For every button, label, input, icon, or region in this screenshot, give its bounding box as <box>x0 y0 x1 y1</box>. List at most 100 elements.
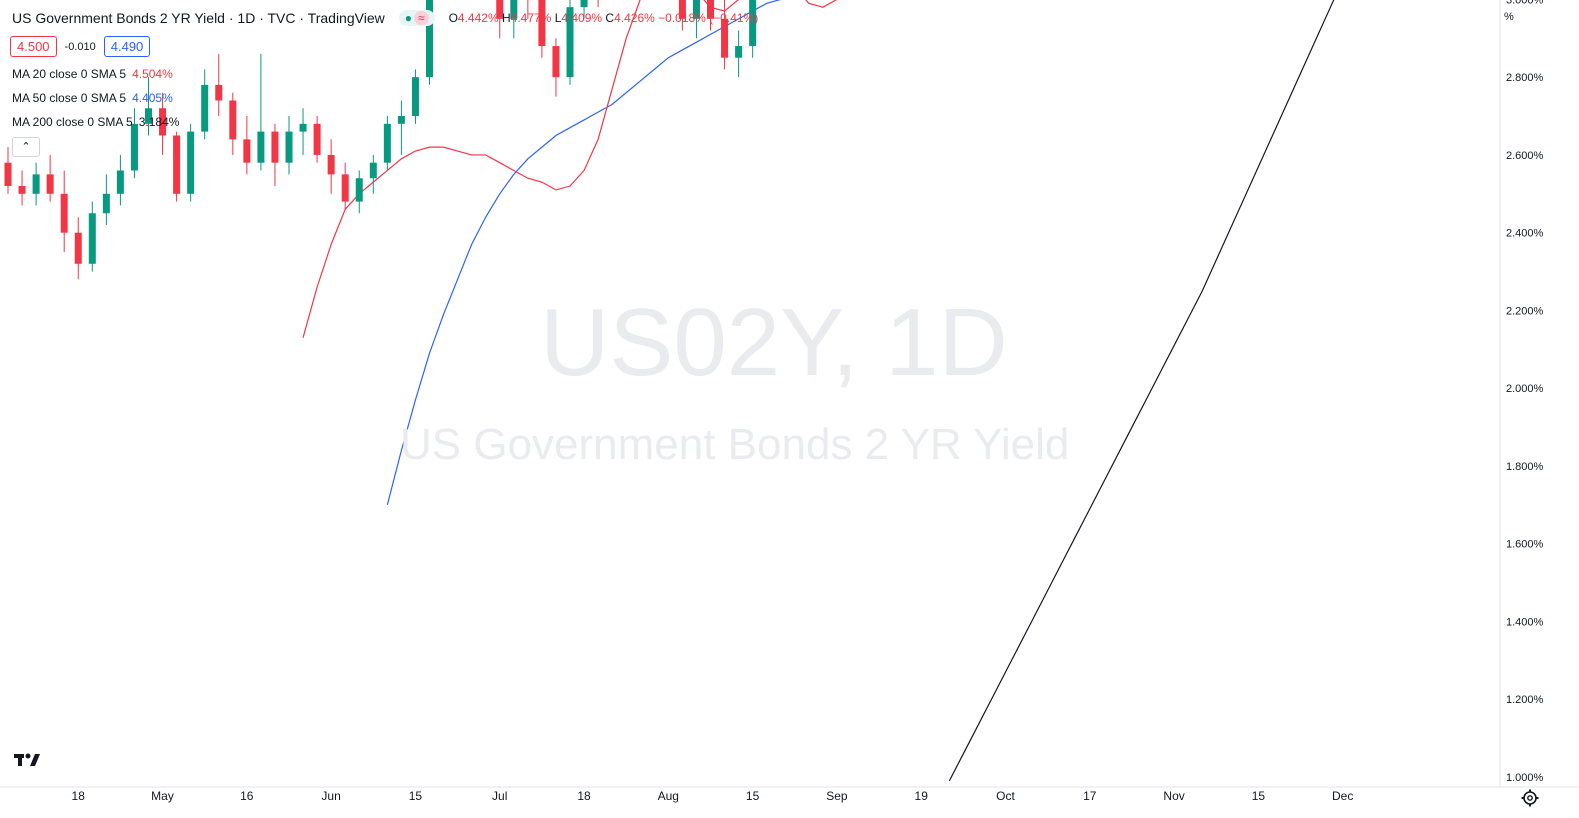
x-tick-label: Nov <box>1163 789 1184 803</box>
candle-body <box>327 154 335 175</box>
x-tick-label: 15 <box>746 789 760 803</box>
candle-body <box>313 123 321 155</box>
ma20-line <box>302 0 838 338</box>
price-scale[interactable]: 4.800%4.600%4.200%3.800%3.600%3.400%3.20… <box>1506 0 1544 784</box>
candle <box>173 131 181 202</box>
ma20-label: MA 20 close 0 SMA 5 <box>12 67 127 81</box>
collapse-legend-button[interactable]: ⌃ <box>12 137 40 157</box>
candle-body <box>18 186 26 194</box>
candle <box>692 0 700 39</box>
candle-body <box>130 123 138 171</box>
candle <box>229 92 237 155</box>
candle-body <box>552 46 560 78</box>
gear-icon[interactable] <box>1521 789 1539 807</box>
candle-body <box>145 108 152 124</box>
change-value: −0.018% (−0.41%) <box>658 11 759 25</box>
candle <box>538 0 546 58</box>
watermark-symbol: US02Y, 1D <box>540 289 1008 396</box>
time-scale[interactable]: 18 May 16 Jun 15 Jul 18 Aug 15 Sep 19 Oct 17 Nov 15 Dec <box>72 789 1354 803</box>
candle <box>749 0 757 58</box>
candle-body <box>159 108 167 136</box>
tradingview-logo-icon[interactable] <box>14 750 40 770</box>
candle <box>215 53 223 117</box>
close-value: 4.426% <box>614 11 655 25</box>
candle <box>145 77 152 136</box>
candle-body <box>341 174 349 202</box>
x-tick-label: Oct <box>996 789 1015 803</box>
candle <box>159 92 167 155</box>
candle <box>46 154 54 202</box>
candle-body <box>285 131 293 163</box>
x-tick-label: Jun <box>321 789 340 803</box>
x-tick-label: 15 <box>409 789 423 803</box>
chart-header: US Government Bonds 2 YR Yield · 1D · TV… <box>12 10 758 26</box>
candle-body <box>383 123 391 163</box>
candle <box>88 201 96 272</box>
candle <box>707 0 714 31</box>
candle <box>32 162 40 206</box>
candle-body <box>678 0 686 19</box>
candle-body <box>426 0 433 78</box>
candle <box>580 0 588 19</box>
legend-ma20[interactable]: MA 20 close 0 SMA 5 4.504% <box>12 67 173 81</box>
candle <box>299 108 307 155</box>
ma20-path <box>302 0 838 338</box>
candle-body <box>397 116 405 124</box>
y-tick-label: 2.200% <box>1506 305 1544 317</box>
sell-button[interactable]: 4.500 <box>10 36 57 57</box>
ma200-label: MA 200 close 0 SMA 5 <box>12 115 133 129</box>
candle-body <box>538 0 546 47</box>
buy-button[interactable]: 4.490 <box>103 36 151 57</box>
candle <box>383 116 391 171</box>
candle <box>313 116 321 163</box>
ma20-value: 4.504% <box>132 67 173 81</box>
x-tick-label: 15 <box>1252 789 1266 803</box>
candle-body <box>692 0 700 19</box>
chart-title[interactable]: US Government Bonds 2 YR Yield · 1D · TV… <box>12 10 385 26</box>
ohlc-values: O4.442% H4.477% L4.409% C4.426% −0.018% … <box>449 11 759 25</box>
candle <box>496 0 504 39</box>
market-status-pill[interactable]: ● ≈ <box>398 10 435 26</box>
candle <box>552 38 560 97</box>
candle-body <box>32 174 40 194</box>
y-tick-label: 2.000% <box>1506 383 1544 395</box>
candle-body <box>88 213 96 264</box>
open-value: 4.442% <box>457 11 499 25</box>
y-tick-label: 1.000% <box>1506 772 1544 784</box>
candle-body <box>299 123 307 132</box>
candle-body <box>707 0 714 19</box>
y-tick-label: 2.800% <box>1506 72 1544 84</box>
watermark-name: US Government Bonds 2 YR Yield <box>400 420 1070 469</box>
trade-panel: 4.500 -0.010 4.490 <box>10 36 151 57</box>
candle-body <box>102 193 110 214</box>
legend-ma50[interactable]: MA 50 close 0 SMA 5 4.405% <box>12 91 173 105</box>
candle-body <box>735 46 743 58</box>
candle <box>527 0 529 19</box>
open-label: O <box>448 11 458 25</box>
y-tick-label: 2.400% <box>1506 228 1544 240</box>
candle <box>60 170 68 253</box>
candle-body <box>60 193 68 233</box>
candle <box>510 0 518 39</box>
legend-ma200[interactable]: MA 200 close 0 SMA 5 3.184% <box>12 115 179 129</box>
candle-body <box>369 162 377 179</box>
status-pill-glyph: ≈ <box>413 11 429 25</box>
candle <box>243 116 251 175</box>
x-tick-label: Dec <box>1332 789 1353 803</box>
spread-value: -0.010 <box>64 40 96 53</box>
candle-body <box>4 162 12 187</box>
candle-body <box>187 131 195 194</box>
ma200-line <box>948 0 1335 782</box>
y-tick-label: 2.600% <box>1506 150 1544 162</box>
candle <box>187 123 195 202</box>
y-tick-label: 1.200% <box>1506 694 1544 706</box>
candle-body <box>257 131 265 163</box>
candle <box>271 123 279 187</box>
candle-body <box>411 77 419 117</box>
x-tick-label: Jul <box>492 789 507 803</box>
ma200-path <box>948 0 1335 782</box>
ma50-value: 4.405% <box>132 91 173 105</box>
low-value: 4.409% <box>561 11 603 25</box>
